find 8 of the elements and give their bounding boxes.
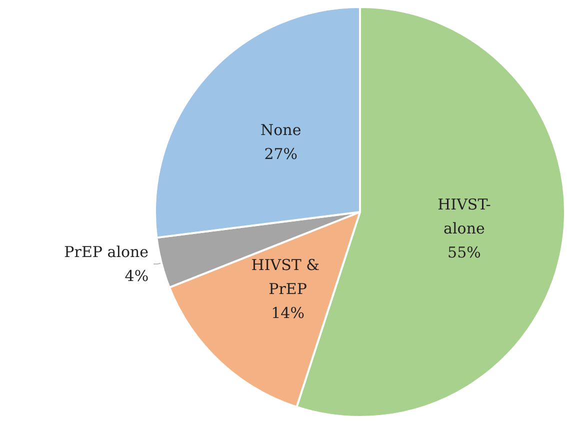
slice-label: HIVST & PrEP: [251, 256, 324, 298]
data-label: 27%: [264, 145, 298, 164]
slice-label: HIVST-alone: [438, 196, 491, 238]
data-label: 4%: [124, 266, 149, 285]
data-label: 14%: [271, 304, 304, 322]
slice-label: None: [260, 121, 302, 140]
slice-label: PrEP alone: [64, 242, 149, 261]
data-label: 55%: [448, 244, 481, 262]
